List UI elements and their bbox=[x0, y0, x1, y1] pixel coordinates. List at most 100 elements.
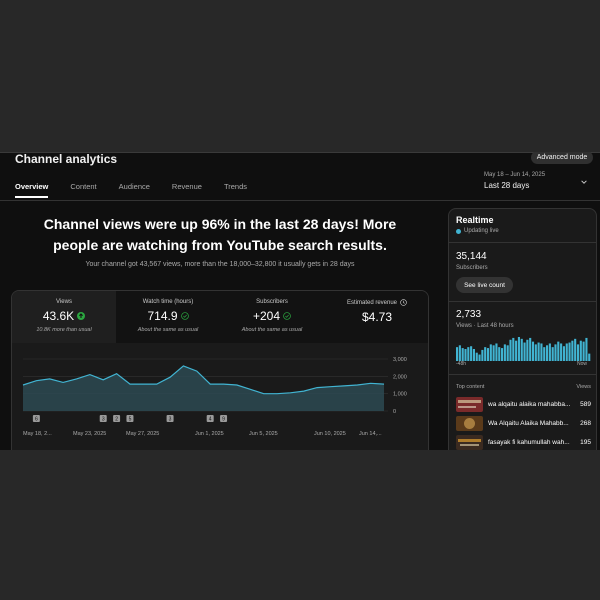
metric-revenue-value: $4.73 bbox=[361, 310, 393, 324]
realtime-axis-end: Now bbox=[577, 361, 588, 367]
x-tick-label: Jun 1, 2025 bbox=[195, 431, 224, 437]
tab-audience[interactable]: Audience bbox=[118, 182, 150, 191]
top-content-item[interactable]: fasayak fi kahumullah wah... 195 bbox=[456, 435, 591, 450]
metric-label: Subscribers bbox=[256, 299, 288, 305]
realtime-bar bbox=[467, 347, 470, 361]
see-live-count-button[interactable]: See live count bbox=[456, 277, 513, 293]
tab-revenue[interactable]: Revenue bbox=[171, 182, 202, 191]
video-views: 195 bbox=[580, 439, 591, 446]
realtime-bar bbox=[489, 344, 492, 361]
realtime-subscribers-label: Subscribers bbox=[456, 265, 488, 271]
top-content-label: Top content bbox=[456, 384, 485, 390]
page-title: Channel analytics bbox=[15, 152, 118, 166]
realtime-status-text: Updating live bbox=[464, 228, 499, 234]
top-content-item[interactable]: wa alqaitu alaika mahabba... 589 bbox=[456, 397, 591, 412]
realtime-bar bbox=[517, 337, 520, 361]
chevron-down-icon[interactable] bbox=[580, 178, 588, 186]
event-marker: 5 bbox=[126, 415, 134, 423]
top-content-item[interactable]: Wa Alqaitu Alaika Mahabb... 268 bbox=[456, 416, 591, 431]
metric-views[interactable]: Views 43.6K 10.8K more than usual bbox=[12, 291, 116, 343]
metric-watch-time-value: 714.9 bbox=[147, 309, 178, 323]
metric-subscribers-value: +204 bbox=[252, 309, 281, 323]
event-marker: 3 bbox=[99, 415, 107, 423]
views-chart[interactable]: 3,000 2,000 1,000 0 6 3 2 5 3 4 9 May 18, 2... May 2… bbox=[12, 351, 429, 450]
event-marker-box bbox=[126, 415, 134, 422]
realtime-bar bbox=[458, 345, 461, 361]
insight-subline: Your channel got 43,567 views, more than… bbox=[85, 261, 355, 268]
realtime-views: 2,733 bbox=[456, 309, 482, 320]
realtime-bar bbox=[537, 342, 540, 361]
realtime-bar bbox=[568, 342, 571, 361]
realtime-bar bbox=[523, 342, 526, 361]
realtime-bar bbox=[506, 345, 509, 361]
realtime-bar bbox=[464, 349, 467, 361]
realtime-bar bbox=[557, 341, 560, 361]
realtime-bar bbox=[456, 347, 459, 361]
event-marker-box bbox=[32, 415, 40, 422]
metric-value: 714.9 bbox=[116, 309, 220, 323]
y-tick-label: 1,000 bbox=[393, 392, 407, 398]
event-marker-label: 2 bbox=[115, 417, 118, 423]
insight-headline: Channel views were up 96% in the last 28… bbox=[43, 216, 397, 253]
metric-note: 10.8K more than usual bbox=[36, 327, 92, 333]
metric-note: About the same as usual bbox=[241, 327, 303, 333]
event-marker-label: 4 bbox=[209, 417, 212, 423]
realtime-bar bbox=[470, 346, 473, 361]
metric-label: Estimated revenue bbox=[324, 299, 428, 306]
realtime-bar bbox=[498, 347, 501, 361]
metric-subscribers[interactable]: Subscribers +204 About the same as usual bbox=[220, 291, 324, 343]
metric-label: Views bbox=[56, 299, 72, 305]
realtime-bar bbox=[526, 339, 529, 361]
tab-overview[interactable]: Overview bbox=[15, 182, 49, 198]
realtime-bar bbox=[551, 347, 554, 361]
realtime-bar bbox=[574, 338, 577, 361]
realtime-bar-chart[interactable] bbox=[456, 333, 591, 361]
analytics-app: Channel analytics Advanced mode Overview… bbox=[0, 152, 600, 450]
realtime-axis-start: -48h bbox=[456, 361, 467, 367]
event-marker-box bbox=[113, 415, 121, 422]
tab-trends[interactable]: Trends bbox=[223, 182, 248, 191]
realtime-bar bbox=[534, 344, 537, 361]
views-area bbox=[23, 365, 384, 411]
metric-note: About the same as usual bbox=[137, 327, 199, 333]
event-marker-box bbox=[166, 415, 174, 422]
date-range-dates: May 18 – Jun 14, 2025 bbox=[484, 172, 546, 178]
realtime-views-label: Views · Last 48 hours bbox=[456, 323, 514, 329]
video-thumbnail bbox=[456, 416, 483, 431]
overview-card: Views 43.6K 10.8K more than usual Watch … bbox=[11, 290, 429, 450]
advanced-mode-button[interactable]: Advanced mode bbox=[531, 152, 593, 164]
video-title: fasayak fi kahumullah wah... bbox=[488, 439, 570, 446]
date-range-label: Last 28 days bbox=[484, 181, 530, 190]
realtime-bar bbox=[531, 341, 535, 361]
tab-content[interactable]: Content bbox=[70, 182, 97, 191]
video-title: Wa Alqaitu Alaika Mahabb... bbox=[488, 420, 569, 427]
metric-watch-time[interactable]: Watch time (hours) 714.9 About the same … bbox=[116, 291, 220, 343]
realtime-bar bbox=[546, 345, 549, 361]
metric-views-value: 43.6K bbox=[42, 309, 75, 323]
event-marker: 6 bbox=[32, 415, 40, 423]
top-content-header: Top content Views bbox=[456, 384, 591, 390]
info-icon[interactable] bbox=[400, 299, 407, 306]
realtime-bar bbox=[472, 349, 475, 361]
x-tick-label: May 18, 2... bbox=[23, 431, 52, 437]
realtime-bar bbox=[554, 344, 557, 361]
metric-revenue-label: Estimated revenue bbox=[346, 299, 398, 306]
metric-value: +204 bbox=[220, 309, 324, 323]
divider bbox=[449, 242, 596, 243]
event-marker-box bbox=[99, 415, 107, 422]
realtime-bar bbox=[486, 348, 490, 361]
date-range-picker[interactable]: May 18 – Jun 14, 2025 Last 28 days bbox=[484, 172, 545, 190]
realtime-bar bbox=[560, 343, 563, 361]
realtime-bar bbox=[481, 349, 484, 361]
tab-bar: Overview Content Audience Revenue Trends bbox=[15, 182, 269, 198]
video-views: 589 bbox=[580, 401, 591, 408]
x-tick-label: May 27, 2025 bbox=[126, 431, 159, 437]
check-icon bbox=[180, 312, 189, 320]
metric-revenue[interactable]: Estimated revenue $4.73 bbox=[324, 291, 428, 343]
event-marker: 2 bbox=[113, 415, 121, 423]
realtime-bar bbox=[509, 339, 512, 361]
realtime-bar bbox=[492, 345, 495, 361]
realtime-status: Updating live bbox=[456, 228, 499, 234]
event-marker: 4 bbox=[206, 415, 214, 423]
views-column-label: Views bbox=[576, 384, 591, 390]
